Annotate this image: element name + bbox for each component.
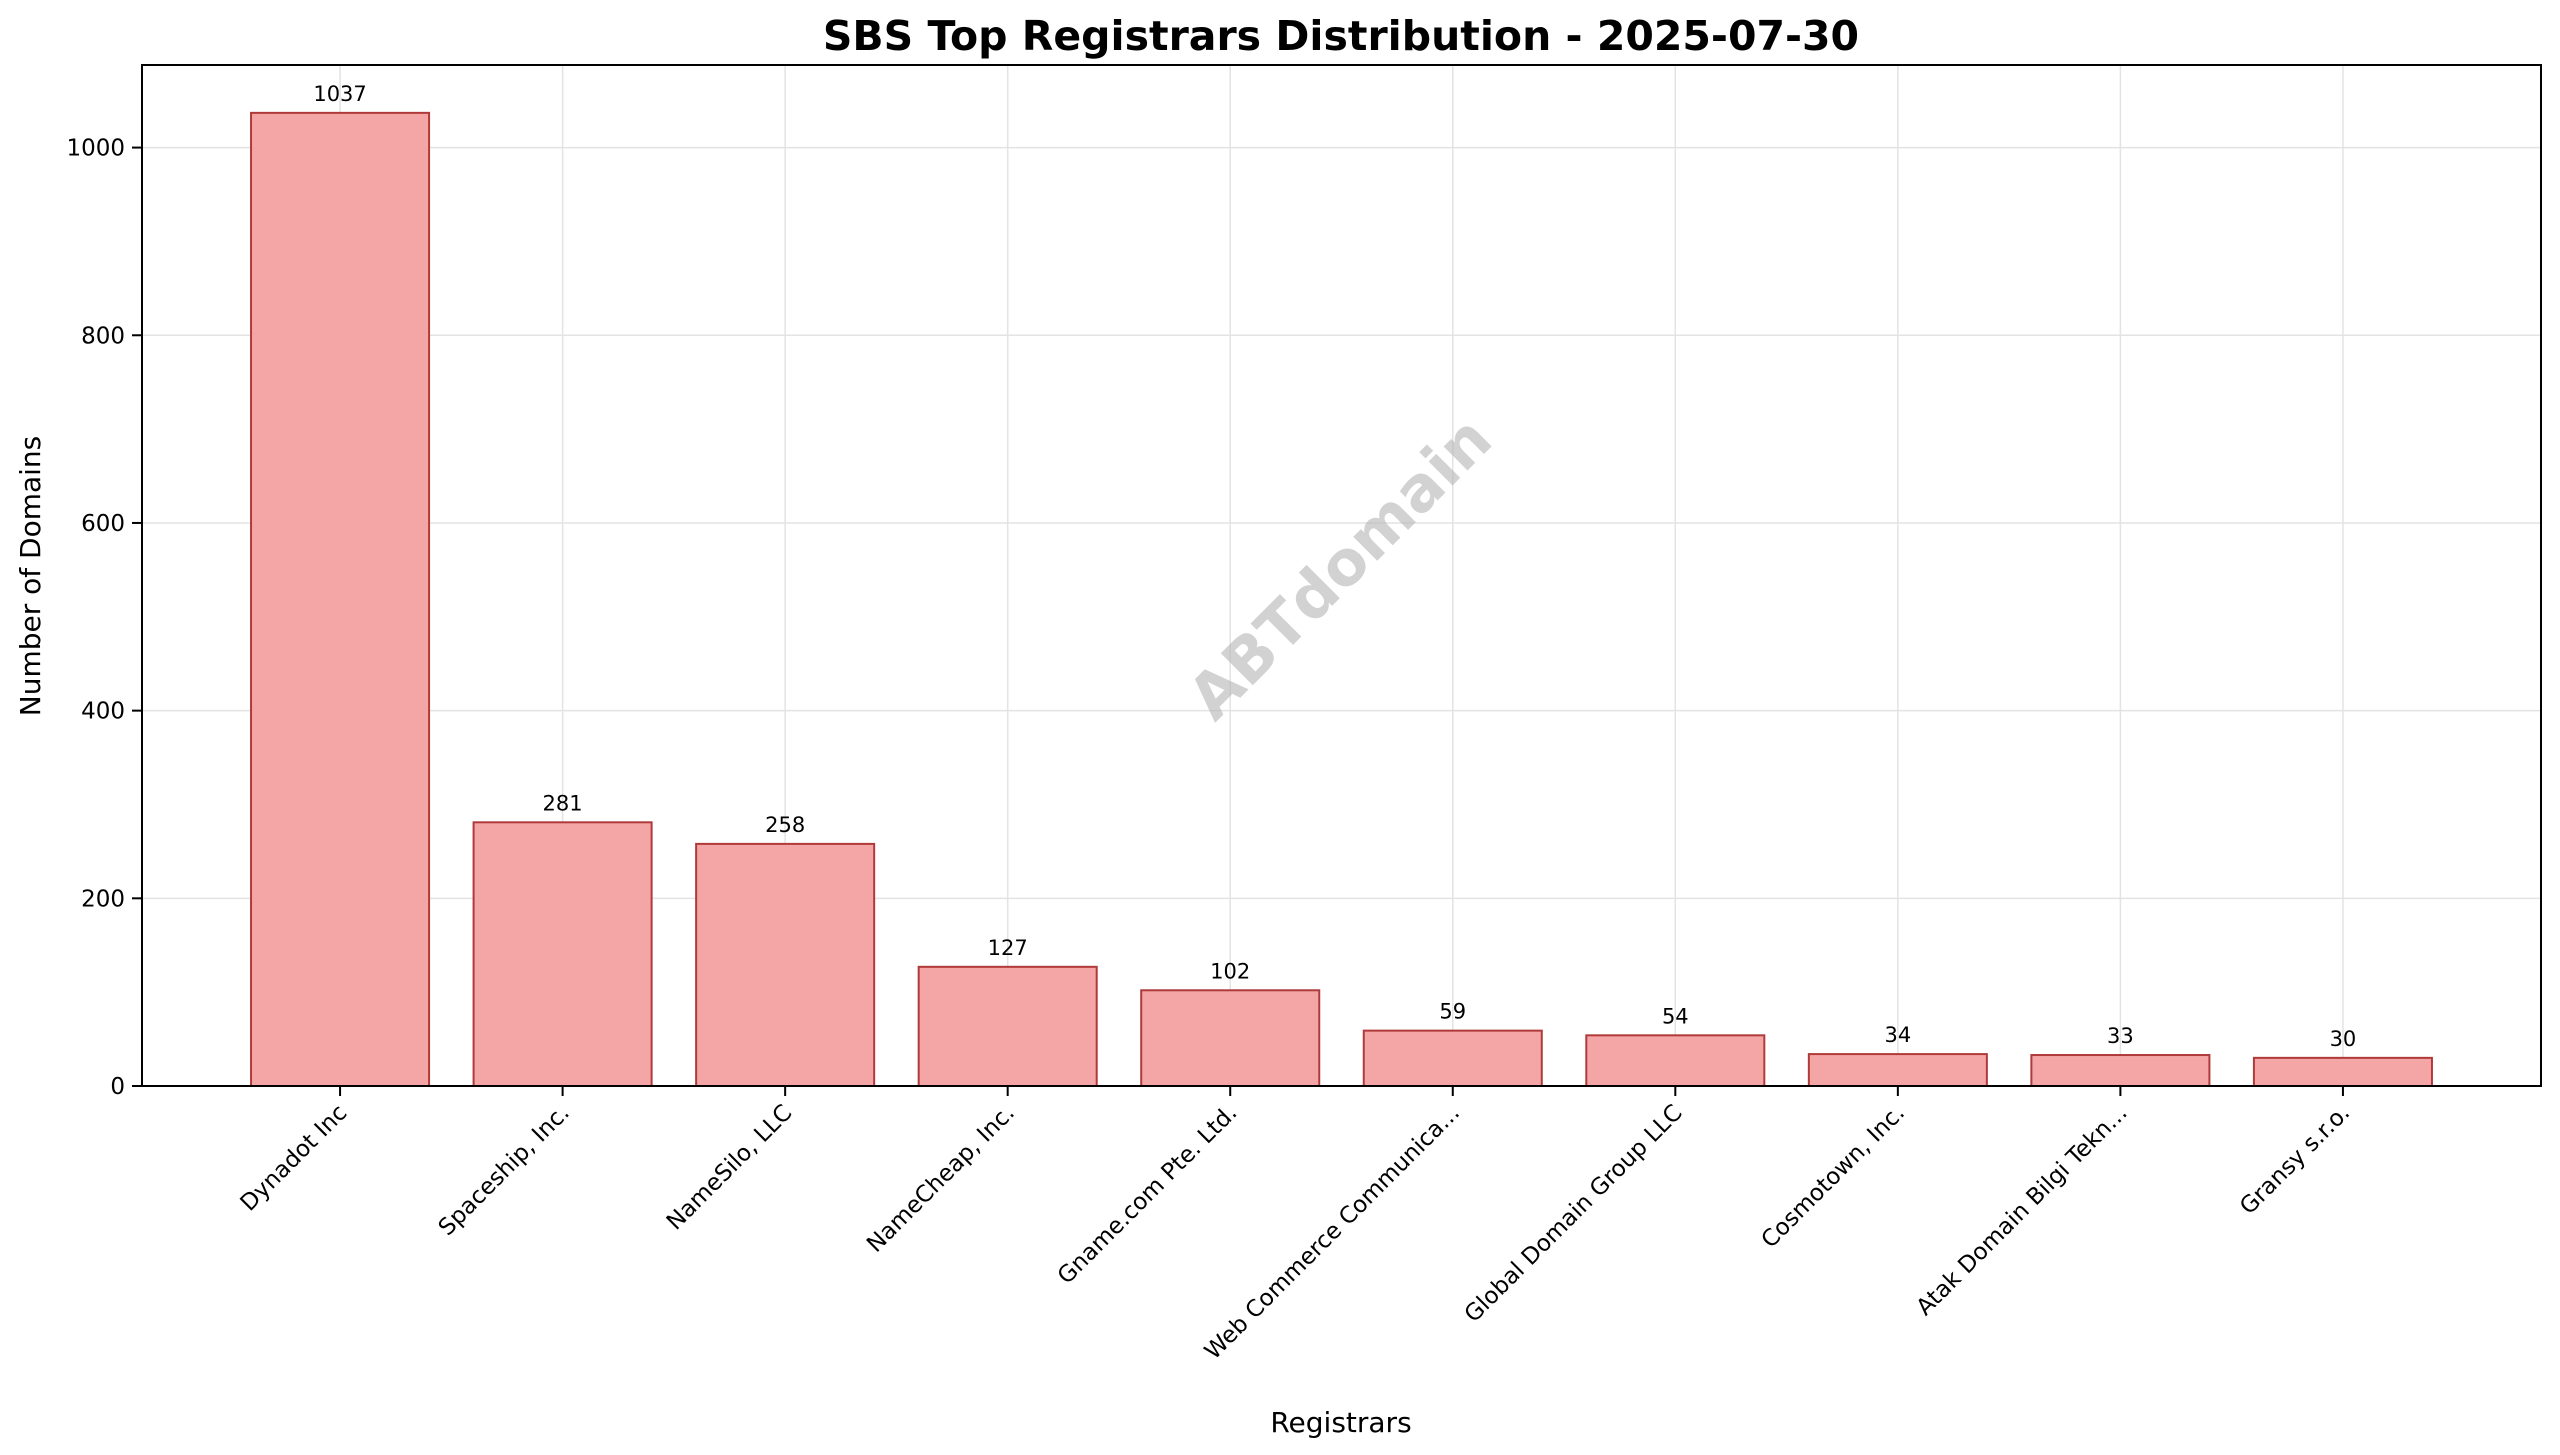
x-axis-label: Registrars	[1270, 1406, 1411, 1439]
y-tick-label: 600	[81, 511, 125, 537]
bar-4	[917, 965, 1098, 1088]
value-label-5: 102	[1210, 959, 1250, 983]
value-label-7: 54	[1662, 1004, 1689, 1028]
bar-5	[1140, 989, 1321, 1087]
bar-8	[1807, 1053, 1988, 1087]
y-tick-label: 400	[81, 699, 125, 725]
value-label-1: 1037	[313, 82, 366, 106]
value-label-9: 33	[2107, 1024, 2134, 1048]
value-label-10: 30	[2330, 1027, 2357, 1051]
value-labels: 1037 281 258 127 102 59 54 34 33 30	[313, 82, 2356, 1051]
bar-3	[695, 842, 876, 1088]
y-tick-label: 1000	[66, 136, 125, 162]
chart-title: SBS Top Registrars Distribution - 2025-0…	[823, 12, 1859, 60]
value-label-4: 127	[988, 936, 1028, 960]
bar-9	[2030, 1054, 2211, 1088]
bar-2	[472, 821, 653, 1087]
value-label-8: 34	[1884, 1023, 1911, 1047]
bar-6	[1362, 1029, 1543, 1088]
y-tick-label: 800	[81, 323, 125, 349]
bar-7	[1585, 1034, 1766, 1087]
value-label-2: 281	[543, 791, 583, 815]
bar-10	[2252, 1056, 2433, 1087]
y-tick-label: 200	[81, 886, 125, 912]
y-axis-label: Number of Domains	[14, 436, 47, 717]
value-label-6: 59	[1439, 1000, 1466, 1024]
bar-1	[250, 111, 431, 1087]
value-label-3: 258	[765, 813, 805, 837]
y-axis-ticks: 0 200 400 600 800 1000	[66, 136, 142, 1100]
plot-frame	[141, 64, 2542, 1087]
grid-lines	[142, 65, 2541, 1087]
y-tick-label: 0	[110, 1074, 125, 1100]
bars	[250, 111, 2433, 1088]
